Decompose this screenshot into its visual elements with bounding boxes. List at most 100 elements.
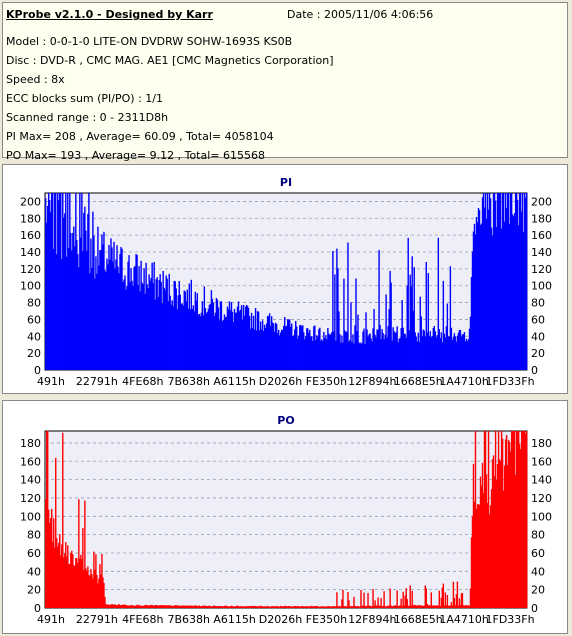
bar (377, 329, 379, 370)
bar (432, 605, 435, 608)
bar (203, 286, 206, 370)
bar (506, 464, 509, 608)
bar (386, 337, 388, 370)
bar (411, 590, 413, 608)
bar (413, 267, 415, 370)
bar (355, 278, 357, 370)
bar (171, 605, 173, 608)
bar (183, 605, 185, 608)
bar (444, 337, 447, 370)
bar (494, 431, 497, 608)
bar (222, 319, 225, 370)
bar (329, 606, 331, 608)
bar (202, 605, 205, 608)
bar (358, 342, 360, 370)
bar (414, 332, 416, 370)
bar (467, 339, 470, 370)
x-tick-label: 22791h (76, 375, 118, 388)
bar (454, 605, 457, 608)
x-tick-label: A6115h (213, 375, 256, 388)
bar (78, 499, 80, 608)
bar (275, 605, 278, 608)
bar (282, 606, 285, 608)
bar (438, 590, 441, 608)
bar (333, 606, 335, 608)
bar (296, 326, 298, 370)
bar (278, 606, 281, 608)
bar (95, 256, 97, 370)
bar (198, 313, 201, 370)
bar (394, 332, 396, 370)
bar (399, 605, 401, 608)
bar (302, 325, 304, 370)
bar (335, 606, 337, 608)
bar (316, 605, 318, 608)
bar (312, 606, 314, 608)
bar (454, 336, 457, 370)
y-tick-label-left: 40 (27, 330, 41, 343)
bar (89, 575, 91, 608)
bar (212, 302, 215, 370)
bar (347, 242, 349, 370)
bar (404, 595, 406, 608)
bar (91, 267, 93, 370)
y-tick-label-left: 40 (27, 565, 41, 578)
bar (143, 268, 145, 370)
bar (176, 309, 178, 370)
bar (164, 289, 166, 370)
bar (162, 605, 164, 608)
bar (67, 545, 69, 608)
y-tick-label-left: 140 (20, 474, 41, 487)
bar (84, 500, 86, 608)
bar (324, 338, 326, 370)
bar (139, 291, 141, 370)
bar (61, 544, 63, 608)
bar (107, 264, 109, 370)
bar (410, 286, 412, 370)
bar (227, 606, 230, 608)
bar (301, 326, 303, 370)
bar (367, 336, 369, 370)
bar (171, 300, 173, 370)
bar (430, 337, 433, 370)
bar (51, 508, 53, 608)
bar (473, 223, 476, 370)
bar (359, 606, 361, 608)
bar (368, 605, 370, 608)
bar (167, 301, 169, 370)
bar (505, 434, 508, 608)
bar (282, 325, 285, 370)
bar (137, 605, 139, 608)
bar (237, 301, 240, 370)
bar (463, 605, 466, 608)
bar (517, 225, 520, 370)
bar (45, 198, 47, 370)
bar (383, 591, 385, 608)
bar (86, 250, 88, 370)
bar (299, 606, 301, 608)
bar (457, 605, 460, 608)
bar (137, 285, 139, 370)
bar (365, 312, 367, 370)
bar (477, 504, 480, 608)
bar (305, 336, 307, 370)
bar (340, 342, 342, 370)
bar (56, 538, 58, 608)
bar (177, 295, 179, 370)
bar (402, 327, 404, 370)
bar (119, 605, 121, 608)
bar (296, 606, 298, 608)
bar (478, 504, 481, 608)
bar (169, 605, 171, 608)
bar (146, 284, 148, 370)
bar (230, 302, 233, 370)
bar (421, 336, 423, 370)
bar (429, 605, 431, 608)
bar (61, 258, 63, 370)
bar (382, 333, 384, 370)
bar (525, 193, 528, 370)
bar (220, 606, 223, 608)
bar (260, 329, 263, 370)
x-tick-label: 1668E5h (394, 613, 443, 626)
bar (437, 605, 440, 608)
